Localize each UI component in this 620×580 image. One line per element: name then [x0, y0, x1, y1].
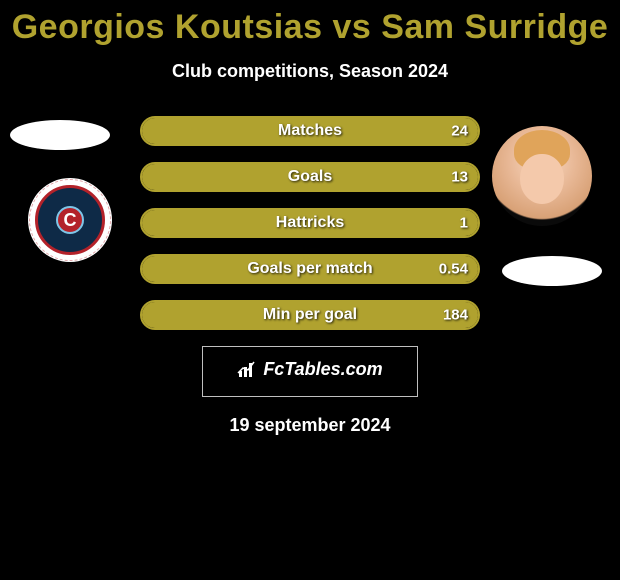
page-title: Georgios Koutsias vs Sam Surridge: [0, 0, 620, 47]
date-label: 19 september 2024: [0, 415, 620, 436]
page-subtitle: Club competitions, Season 2024: [0, 61, 620, 82]
stat-label: Matches: [278, 122, 342, 140]
stat-label: Min per goal: [263, 306, 357, 324]
stat-value-right: 0.54: [439, 261, 468, 278]
stat-label: Hattricks: [276, 214, 344, 232]
stat-row: Matches 24: [140, 116, 480, 146]
brand-label: FcTables.com: [237, 359, 382, 380]
stat-row: Goals per match 0.54: [140, 254, 480, 284]
stat-row: Hattricks 1: [140, 208, 480, 238]
stat-row: Goals 13: [140, 162, 480, 192]
stats-container: Matches 24 Goals 13 Hattricks 1 Goals per matc…: [0, 116, 620, 330]
brand-text: FcTables.com: [263, 359, 382, 380]
brand-box: FcTables.com: [202, 346, 418, 397]
stat-row: Min per goal 184: [140, 300, 480, 330]
chart-icon: [237, 361, 259, 379]
stat-label: Goals per match: [247, 260, 372, 278]
stat-value-right: 13: [451, 169, 468, 186]
stat-value-right: 1: [460, 215, 468, 232]
stat-value-right: 184: [443, 307, 468, 324]
stat-value-right: 24: [451, 123, 468, 140]
stat-label: Goals: [288, 168, 332, 186]
